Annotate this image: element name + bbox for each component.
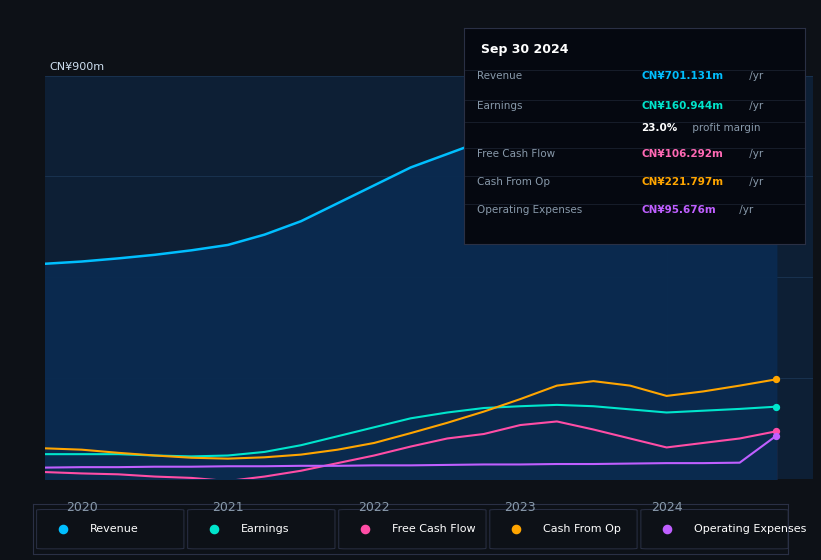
Text: CN¥0: CN¥0: [49, 467, 79, 477]
Text: CN¥160.944m: CN¥160.944m: [641, 101, 723, 111]
Text: CN¥701.131m: CN¥701.131m: [641, 71, 723, 81]
Text: Operating Expenses: Operating Expenses: [478, 205, 583, 215]
Text: 23.0%: 23.0%: [641, 123, 677, 133]
Text: Earnings: Earnings: [241, 524, 289, 534]
Text: CN¥95.676m: CN¥95.676m: [641, 205, 716, 215]
Text: Operating Expenses: Operating Expenses: [694, 524, 806, 534]
Text: Cash From Op: Cash From Op: [543, 524, 621, 534]
Text: /yr: /yr: [746, 71, 764, 81]
Text: Sep 30 2024: Sep 30 2024: [481, 43, 568, 56]
Text: CN¥221.797m: CN¥221.797m: [641, 177, 723, 187]
Text: profit margin: profit margin: [689, 123, 760, 133]
Text: 2022: 2022: [358, 501, 390, 514]
Text: /yr: /yr: [746, 177, 764, 187]
Text: Revenue: Revenue: [89, 524, 138, 534]
Text: Free Cash Flow: Free Cash Flow: [478, 149, 556, 158]
Text: CN¥900m: CN¥900m: [49, 62, 104, 72]
Text: Free Cash Flow: Free Cash Flow: [392, 524, 475, 534]
Text: /yr: /yr: [746, 149, 764, 158]
Point: [769, 427, 782, 436]
Text: CN¥106.292m: CN¥106.292m: [641, 149, 723, 158]
Point: [769, 160, 782, 169]
Point: [769, 375, 782, 384]
Text: /yr: /yr: [746, 101, 764, 111]
Point: [359, 525, 372, 534]
Point: [208, 525, 221, 534]
Text: 2024: 2024: [651, 501, 682, 514]
Point: [57, 525, 70, 534]
Text: 2021: 2021: [212, 501, 244, 514]
Point: [769, 431, 782, 440]
Point: [510, 525, 523, 534]
Text: Earnings: Earnings: [478, 101, 523, 111]
Point: [661, 525, 674, 534]
Point: [769, 402, 782, 411]
Text: Revenue: Revenue: [478, 71, 523, 81]
Text: 2023: 2023: [505, 501, 536, 514]
Text: Cash From Op: Cash From Op: [478, 177, 551, 187]
Text: 2020: 2020: [66, 501, 98, 514]
Text: /yr: /yr: [736, 205, 754, 215]
